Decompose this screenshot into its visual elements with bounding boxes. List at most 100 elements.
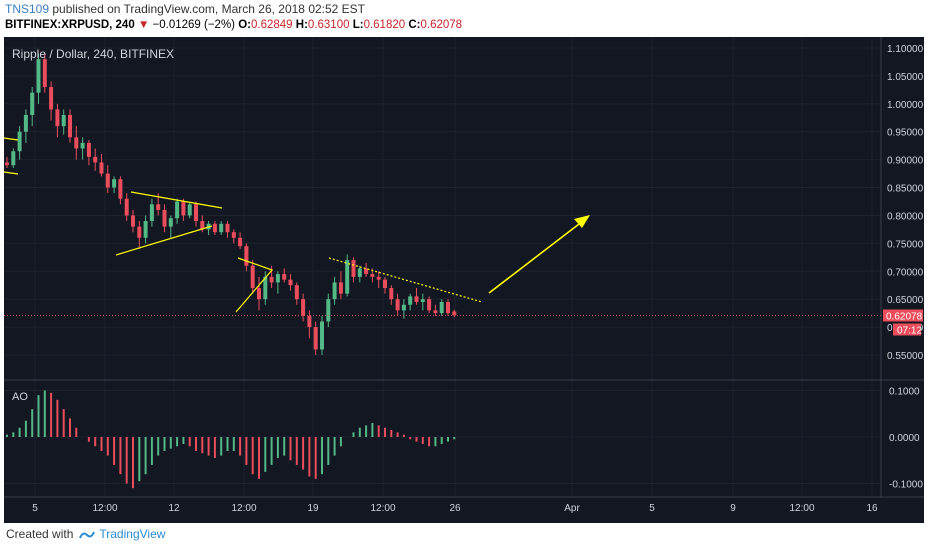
candle-body [68,114,72,138]
candle-body [143,221,148,238]
candle-body [275,274,280,283]
publish-line: TNS109 published on TradingView.com, Mar… [5,2,365,16]
footer: Created with TradingView [6,527,165,541]
candle-body [345,260,350,294]
drawing-stub-upper [3,137,19,141]
price-tick-label: 0.90000 [887,156,924,167]
candle-body [168,218,173,227]
candle-body [420,299,425,302]
candle-body [294,285,299,300]
ao-histogram [6,390,456,489]
price-tick-label: 0.65000 [887,295,924,306]
candle-body [17,131,22,152]
time-tick-label: 12:00 [231,503,256,514]
candle-body [118,179,123,199]
candle-body [433,310,438,314]
candle-body [175,201,180,219]
descending-resistance-line [328,257,483,303]
candle-body [282,274,287,280]
price-tick-label: 0.70000 [887,267,924,278]
time-tick-label: 12 [168,503,180,514]
price-tick-label: 0.55000 [887,351,924,362]
candle-body [231,232,236,238]
candle-body [181,201,186,216]
candle-body [225,223,230,233]
candle-body [156,204,161,210]
candle-body [187,204,192,216]
candle-body [364,268,369,275]
low-value: 0.61820 [363,19,406,31]
author-link[interactable]: TNS109 [5,2,50,16]
open-label: O: [238,19,251,31]
candle-body [263,276,268,300]
candle-body [250,265,255,289]
high-value: 0.63100 [307,19,350,31]
candle-body [162,209,167,227]
candle-body [105,173,110,188]
price-candles [5,53,457,355]
time-tick-label: 9 [730,503,736,514]
time-tick-label: 12:00 [92,503,117,514]
high-label: H: [295,19,308,31]
price-badge-text: 0.62078 [886,311,923,322]
candle-body [30,92,35,115]
time-tick-label: 16 [866,503,878,514]
ao-label: AO [12,391,28,403]
candle-body [80,142,85,149]
candle-body [61,114,66,127]
candle-body [395,299,400,311]
symbol-line: BITFINEX:XRPUSD, 240 ▼ −0.01269 (−2%) O:… [5,19,462,31]
candle-body [326,299,331,322]
open-value: 0.62849 [251,19,293,31]
change-value: −0.01269 (−2%) [152,19,236,31]
candle-body [257,288,261,300]
ao-axis-labels: 0.1000 0.0000 -0.1000 [889,387,923,491]
price-tick-label: 0.85000 [887,184,924,195]
candle-body [74,137,79,149]
time-tick-label: 12:00 [789,503,814,514]
time-tick-label: 12:00 [370,503,395,514]
ao-tick-label: -0.1000 [889,480,923,491]
candle-body [446,301,450,314]
arrow-head-icon [574,215,590,228]
symbol-name: BITFINEX:XRPUSD, 240 [5,19,135,31]
candle-body [269,276,274,283]
candle-body [383,279,387,289]
time-tick-label: 26 [449,503,461,514]
candle-body [99,162,104,174]
price-tick-label: 0.80000 [887,211,924,222]
created-with-text: Created with [6,527,74,541]
price-tick-label: 0.95000 [887,128,924,139]
candle-body [55,109,60,127]
candle-body [357,268,362,277]
time-tick-label: 5 [649,503,655,514]
price-badge: 0.62078 [883,309,923,322]
triangle-lower-line [115,225,213,256]
low-label: L: [352,19,364,31]
pane-title: Ripple / Dollar, 240, BITFINEX [12,47,174,61]
tradingview-brand-link[interactable]: TradingView [99,527,166,541]
projection-arrow-line [488,220,584,294]
time-tick-label: 5 [32,503,38,514]
candle-body [93,156,98,163]
candle-body [389,288,394,300]
price-tick-label: 1.05000 [887,72,924,83]
candle-body [338,282,343,294]
countdown-badge: 07:12 [893,323,922,336]
candle-body [238,237,243,247]
close-label: C: [408,19,421,31]
published-text: published on TradingView.com, March 26, … [52,2,366,16]
candle-body [86,142,91,157]
ao-tick-label: 0.0000 [889,433,920,444]
drawing-stub-lower [3,171,19,175]
candle-body [332,282,337,300]
candle-body [149,204,154,222]
time-axis-labels: 5 12:00 12 12:00 19 12:00 26 Apr 5 9 12:00 16 [32,503,878,514]
candle-body [370,274,375,277]
price-tick-label: 1.10000 [887,44,924,55]
candle-body [401,304,406,311]
candle-body [408,296,413,305]
axes [4,37,924,498]
price-tick-label: 0.75000 [887,239,924,250]
